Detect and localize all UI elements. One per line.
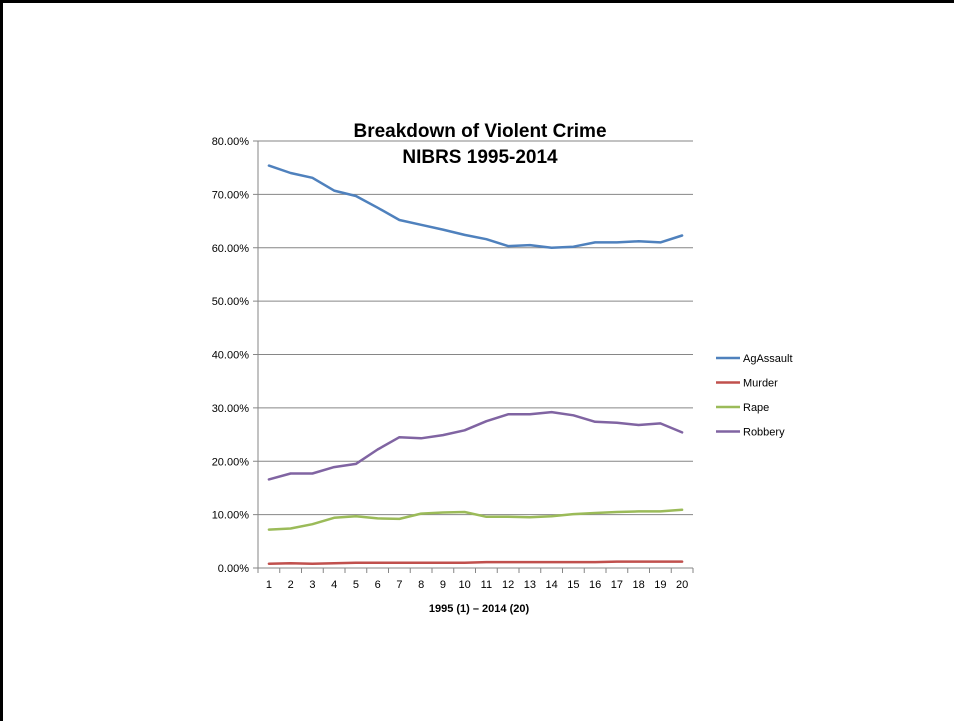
legend-label-murder: Murder	[743, 378, 778, 390]
x-tick-label: 14	[546, 579, 558, 591]
y-tick-label: 40.00%	[212, 350, 250, 362]
y-tick-label: 0.00%	[218, 563, 249, 575]
series-lines	[267, 164, 684, 565]
series-line-rape	[267, 508, 684, 531]
y-tick-label: 80.00%	[212, 136, 250, 148]
line-chart: Breakdown of Violent Crime NIBRS 1995-20…	[212, 121, 793, 615]
series-line-murder	[267, 560, 684, 565]
x-tick-label: 18	[633, 579, 645, 591]
x-tick-label: 2	[288, 579, 294, 591]
x-tick-label: 6	[375, 579, 381, 591]
chart-title-line-2: NIBRS 1995-2014	[402, 147, 558, 168]
x-tick-label: 19	[654, 579, 666, 591]
x-tick-label: 11	[481, 579, 492, 591]
y-tick-label: 30.00%	[212, 403, 250, 415]
y-tick-label: 70.00%	[212, 189, 250, 201]
legend-label-rape: Rape	[743, 402, 769, 414]
x-tick-label: 17	[611, 579, 623, 591]
x-axis-label: 1995 (1) – 2014 (20)	[429, 603, 530, 615]
x-tick-label: 5	[353, 579, 359, 591]
x-tick-label: 20	[676, 579, 688, 591]
x-tick-label: 9	[440, 579, 446, 591]
x-tick-label: 7	[396, 579, 402, 591]
x-tick-label: 10	[459, 579, 471, 591]
y-tick-label: 20.00%	[212, 456, 250, 468]
x-tick-label: 4	[331, 579, 337, 591]
y-tick-label: 60.00%	[212, 243, 250, 255]
gridlines	[257, 140, 693, 569]
legend: AgAssault Murder Rape Robbery	[716, 353, 793, 439]
x-tick-label: 16	[589, 579, 601, 591]
y-tick-label: 50.00%	[212, 296, 250, 308]
x-tick-label: 8	[418, 579, 424, 591]
x-tick-label: 15	[567, 579, 579, 591]
y-axis-ticks: 0.00% 10.00% 20.00% 30.00% 40.00% 50.00% 60.00…	[212, 136, 258, 575]
x-tick-label: 1	[266, 579, 272, 591]
legend-label-robbery: Robbery	[743, 427, 785, 439]
x-tick-label: 3	[309, 579, 315, 591]
y-tick-label: 10.00%	[212, 510, 250, 522]
chart-title-line-1: Breakdown of Violent Crime	[353, 121, 606, 142]
x-tick-label: 13	[524, 579, 536, 591]
series-line-robbery	[267, 410, 684, 481]
x-tick-label: 12	[502, 579, 514, 591]
series-line-agassault	[267, 164, 684, 250]
legend-label-agassault: AgAssault	[743, 353, 793, 365]
x-axis-ticks: 1 2 3 4 5 6 7 8 9 10 11 12 13 14 15 16 17 18 19 20	[257, 568, 694, 591]
